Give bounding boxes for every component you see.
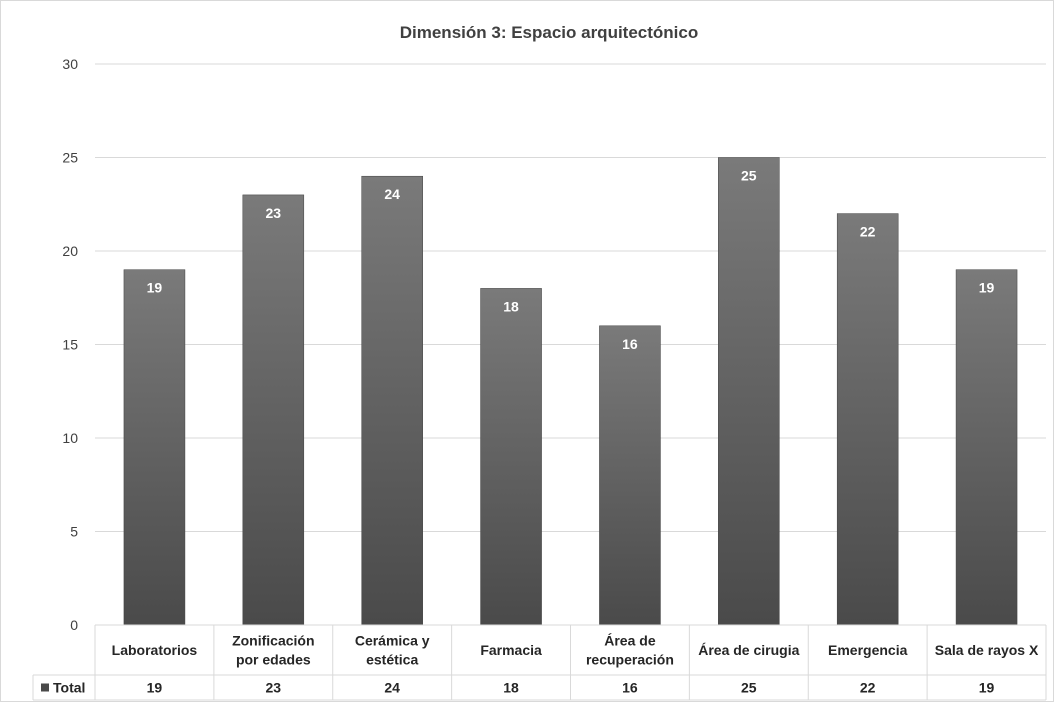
bar bbox=[123, 269, 186, 626]
category-label: Sala de rayos X bbox=[935, 642, 1039, 658]
legend-swatch bbox=[41, 683, 49, 692]
y-tick-label: 10 bbox=[62, 430, 78, 446]
data-table: Laboratorios 19 Zonificación por edades 23 Ce… bbox=[32, 624, 1047, 701]
bars bbox=[123, 157, 1018, 626]
category-label: Zonificación bbox=[232, 633, 314, 649]
legend-label: Total bbox=[53, 680, 85, 696]
table-value: 25 bbox=[741, 680, 757, 696]
category-label: Área de bbox=[604, 633, 656, 649]
y-tick-label: 30 bbox=[62, 56, 78, 72]
table-value: 18 bbox=[503, 680, 519, 696]
bar-data-label: 19 bbox=[147, 280, 163, 296]
y-axis-ticks: 0 5 10 15 20 25 30 bbox=[62, 56, 78, 633]
y-tick-label: 25 bbox=[62, 150, 78, 166]
table-value: 16 bbox=[622, 680, 638, 696]
table-value: 19 bbox=[979, 680, 995, 696]
table-value: 23 bbox=[266, 680, 282, 696]
bar bbox=[836, 213, 899, 626]
y-tick-label: 20 bbox=[62, 243, 78, 259]
bar-data-label: 24 bbox=[384, 186, 400, 202]
bar bbox=[480, 288, 542, 626]
bar bbox=[955, 269, 1018, 626]
category-label: Área de cirugia bbox=[698, 642, 799, 658]
bar-data-label: 25 bbox=[741, 168, 757, 184]
bar bbox=[242, 194, 305, 626]
bar-data-label: 23 bbox=[266, 205, 282, 221]
chart-title: Dimensión 3: Espacio arquitectónico bbox=[400, 23, 699, 42]
bar-data-label: 18 bbox=[503, 298, 519, 314]
category-label: Farmacia bbox=[480, 642, 542, 658]
category-label: Cerámica y bbox=[355, 633, 430, 649]
table-value: 22 bbox=[860, 680, 876, 696]
category-label: por edades bbox=[236, 652, 311, 668]
category-label: Laboratorios bbox=[112, 642, 198, 658]
bar bbox=[599, 325, 661, 626]
table-value: 24 bbox=[384, 680, 400, 696]
bar-data-label: 19 bbox=[979, 280, 995, 296]
y-tick-label: 5 bbox=[70, 524, 78, 540]
category-label: estética bbox=[366, 652, 418, 668]
category-label: recuperación bbox=[586, 652, 674, 668]
y-tick-label: 15 bbox=[62, 337, 78, 353]
y-tick-label: 0 bbox=[70, 617, 78, 633]
table-value: 19 bbox=[147, 680, 163, 696]
bar-data-label: 22 bbox=[860, 224, 876, 240]
bar-data-label: 16 bbox=[622, 336, 638, 352]
data-labels: 19 23 24 18 16 25 22 19 bbox=[147, 168, 995, 352]
bar bbox=[361, 175, 423, 626]
category-label: Emergencia bbox=[828, 642, 908, 658]
bar bbox=[718, 157, 780, 626]
